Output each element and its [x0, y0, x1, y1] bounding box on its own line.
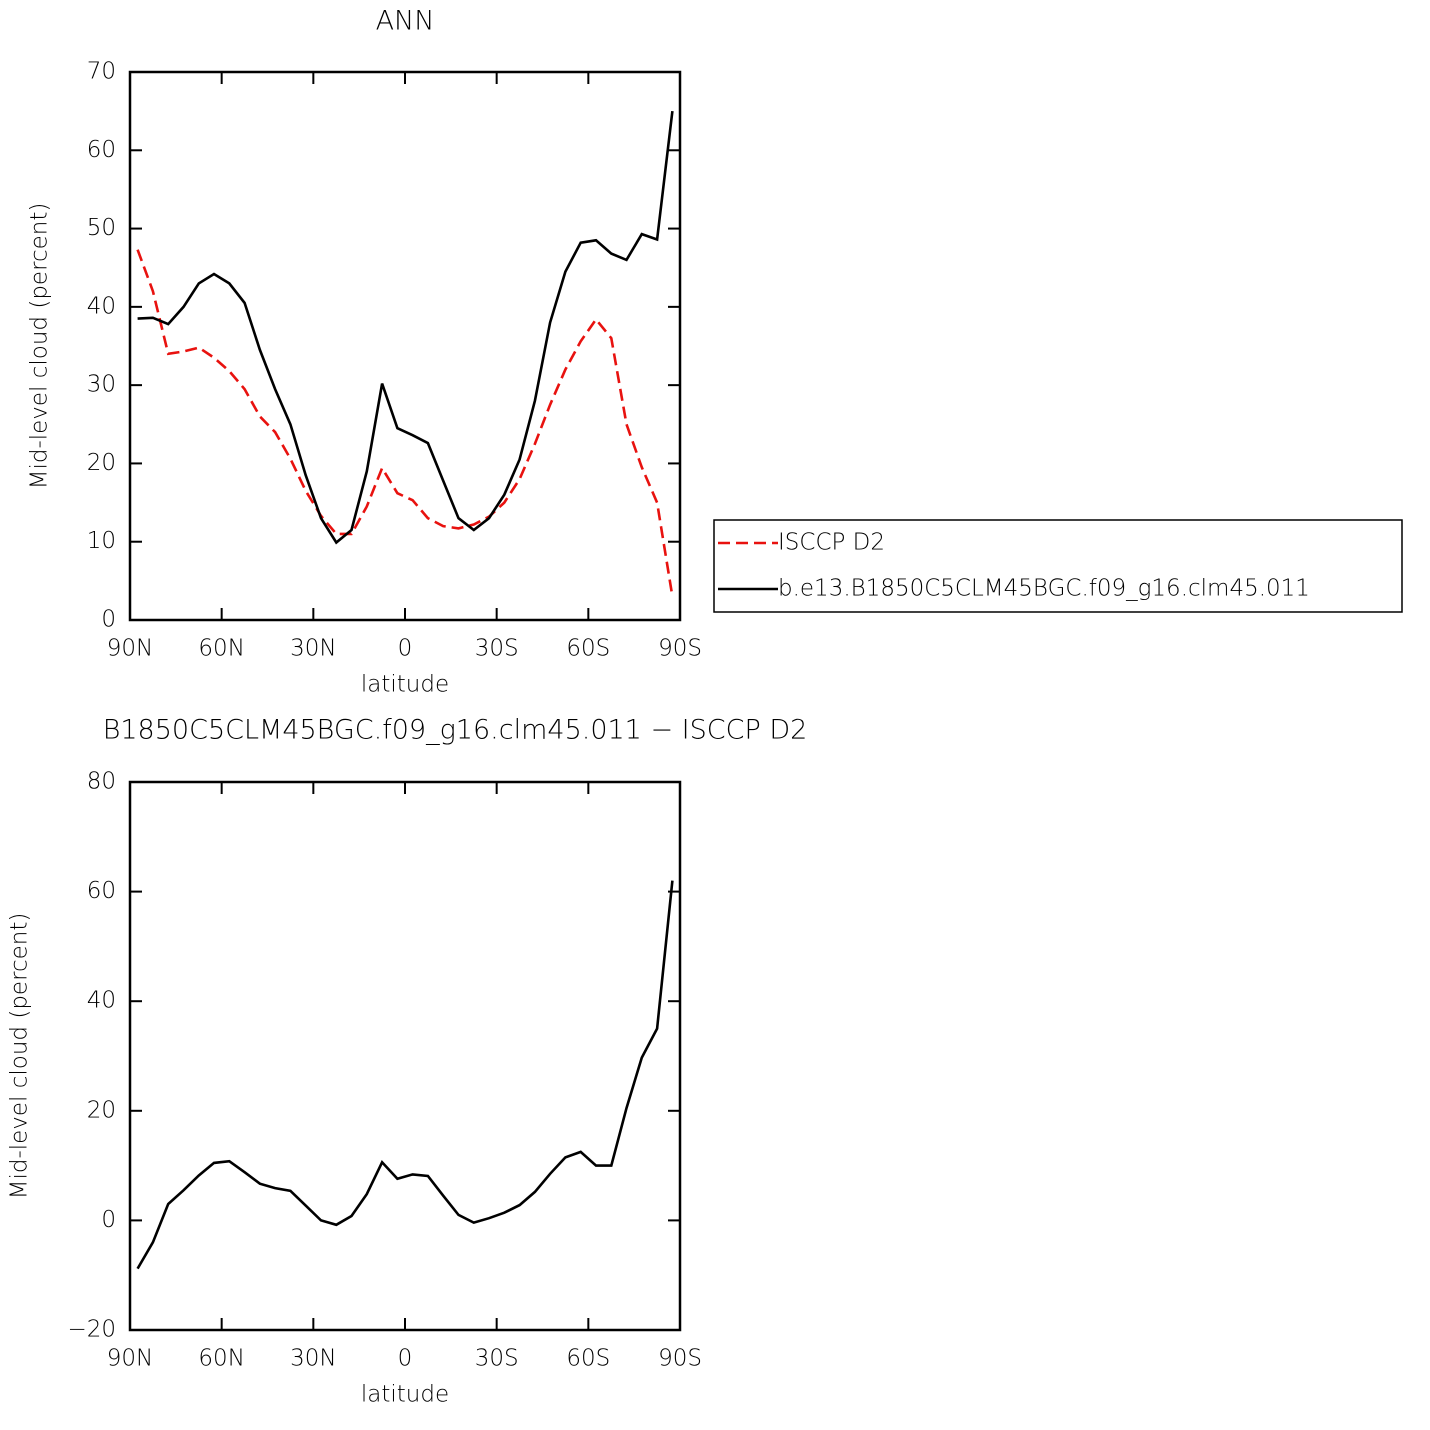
x-axis-label: latitude: [361, 672, 449, 698]
y-tick-label: 50: [87, 215, 116, 241]
plot-frame: [128, 780, 682, 1332]
x-tick-label: 60S: [566, 636, 610, 662]
legend-label: b.e13.B1850C5CLM45BGC.f09_g16.clm45.011: [778, 576, 1310, 602]
y-tick-label: 70: [87, 59, 116, 85]
y-tick-label: 20: [87, 450, 116, 476]
y-tick-label: 10: [87, 528, 116, 554]
legend-label: ISCCP D2: [778, 530, 885, 556]
x-tick-label: 30S: [475, 1346, 519, 1372]
y-tick-label: 40: [87, 988, 116, 1014]
data-line: [136, 880, 674, 1270]
y-axis-label: Mid-level cloud (percent): [27, 203, 53, 490]
y-tick-label: 0: [101, 1207, 116, 1233]
data-line: [137, 110, 674, 545]
x-tick-label: 60N: [198, 636, 244, 662]
x-tick-label: 60N: [198, 1346, 244, 1372]
data-line: [136, 249, 674, 597]
x-axis-label: latitude: [361, 1382, 449, 1408]
x-tick-label: 0: [398, 636, 413, 662]
x-tick-label: 90N: [107, 1346, 153, 1372]
x-tick-label: 30N: [290, 1346, 336, 1372]
x-tick-label: 30N: [290, 636, 336, 662]
x-tick-label: 90S: [658, 1346, 702, 1372]
x-tick-label: 0: [398, 1346, 413, 1372]
legend-box: [713, 519, 1403, 613]
y-tick-label: 20: [87, 1097, 116, 1123]
y-axis-label: Mid-level cloud (percent): [7, 913, 33, 1200]
y-tick-label: −20: [67, 1317, 116, 1343]
y-tick-label: 30: [87, 372, 116, 398]
y-tick-label: 60: [87, 878, 116, 904]
y-tick-label: 40: [87, 293, 116, 319]
x-tick-label: 90N: [107, 636, 153, 662]
y-tick-label: 60: [87, 137, 116, 163]
plot-frame: [128, 70, 682, 622]
chart-title: ANN: [376, 6, 435, 37]
x-tick-label: 60S: [566, 1346, 610, 1372]
chart-title: B1850C5CLM45BGC.f09_g16.clm45.011 − ISCC…: [103, 715, 808, 746]
x-tick-label: 90S: [658, 636, 702, 662]
y-tick-label: 0: [101, 607, 116, 633]
x-tick-label: 30S: [475, 636, 519, 662]
y-tick-label: 80: [87, 769, 116, 795]
